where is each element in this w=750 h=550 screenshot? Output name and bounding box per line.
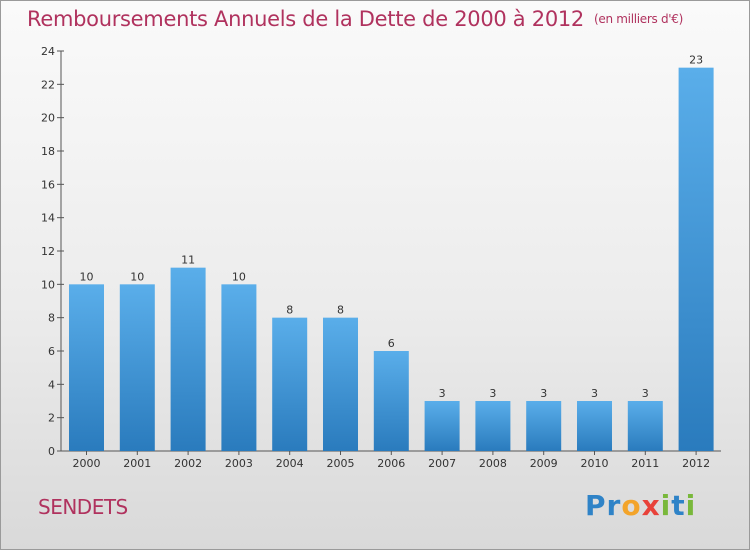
x-tick-label: 2007 <box>428 457 456 470</box>
x-tick-label: 2010 <box>581 457 609 470</box>
value-labels: 10 10 11 10 8 8 6 3 3 3 3 3 23 <box>80 54 704 400</box>
x-tick-label: 2002 <box>174 457 202 470</box>
x-tick-label: 2001 <box>123 457 151 470</box>
title-text: Remboursements Annuels de la Dette de 20… <box>27 7 584 31</box>
x-tick-label: 2000 <box>73 457 101 470</box>
data-label: 11 <box>181 254 195 267</box>
y-tick-label: 12 <box>41 245 55 258</box>
bar <box>678 67 714 452</box>
data-label: 3 <box>540 387 547 400</box>
y-tick-label: 4 <box>48 378 55 391</box>
data-label: 3 <box>439 387 446 400</box>
y-tick-label: 6 <box>48 345 55 358</box>
bar <box>69 284 104 451</box>
bar <box>221 284 257 451</box>
bar <box>475 401 511 451</box>
x-tick-label: 2011 <box>631 457 659 470</box>
y-tick-label: 18 <box>41 145 55 158</box>
data-label: 10 <box>130 270 144 283</box>
data-label: 3 <box>642 387 649 400</box>
y-tick-label: 8 <box>48 312 55 325</box>
chart-title: Remboursements Annuels de la Dette de 20… <box>27 7 683 31</box>
data-label: 10 <box>232 270 246 283</box>
bar <box>627 401 663 451</box>
bar <box>170 267 206 451</box>
y-tick-label: 0 <box>48 445 55 458</box>
data-label: 8 <box>286 304 293 317</box>
x-tick-label: 2008 <box>479 457 507 470</box>
y-tick-label: 22 <box>41 78 55 91</box>
y-tick-label: 16 <box>41 178 55 191</box>
bar <box>424 401 460 451</box>
bar <box>373 351 409 451</box>
y-tick-label: 14 <box>41 212 55 225</box>
bar <box>577 401 612 451</box>
data-label: 6 <box>388 337 395 350</box>
y-tick-label: 24 <box>41 45 55 58</box>
data-label: 10 <box>80 270 94 283</box>
chart-subtitle: (en milliers d'€) <box>594 12 684 26</box>
x-tick-label: 2006 <box>377 457 405 470</box>
x-tick-label: 2009 <box>530 457 558 470</box>
bars <box>69 67 714 452</box>
y-tick-label: 2 <box>48 412 55 425</box>
x-tick-label: 2005 <box>327 457 355 470</box>
data-label: 3 <box>591 387 598 400</box>
y-tick-label: 10 <box>41 278 55 291</box>
data-label: 23 <box>689 54 703 67</box>
bar <box>526 401 562 451</box>
commune-name: SENDETS <box>38 495 128 519</box>
y-tick-label: 20 <box>41 112 55 125</box>
proxiti-logo[interactable]: Proxiti <box>585 489 697 522</box>
data-label: 8 <box>337 304 344 317</box>
bar <box>272 317 308 451</box>
x-tick-label: 2012 <box>682 457 710 470</box>
data-label: 3 <box>489 387 496 400</box>
bar <box>119 284 155 451</box>
bar <box>323 317 358 451</box>
x-tick-label: 2003 <box>225 457 253 470</box>
x-tick-label: 2004 <box>276 457 304 470</box>
